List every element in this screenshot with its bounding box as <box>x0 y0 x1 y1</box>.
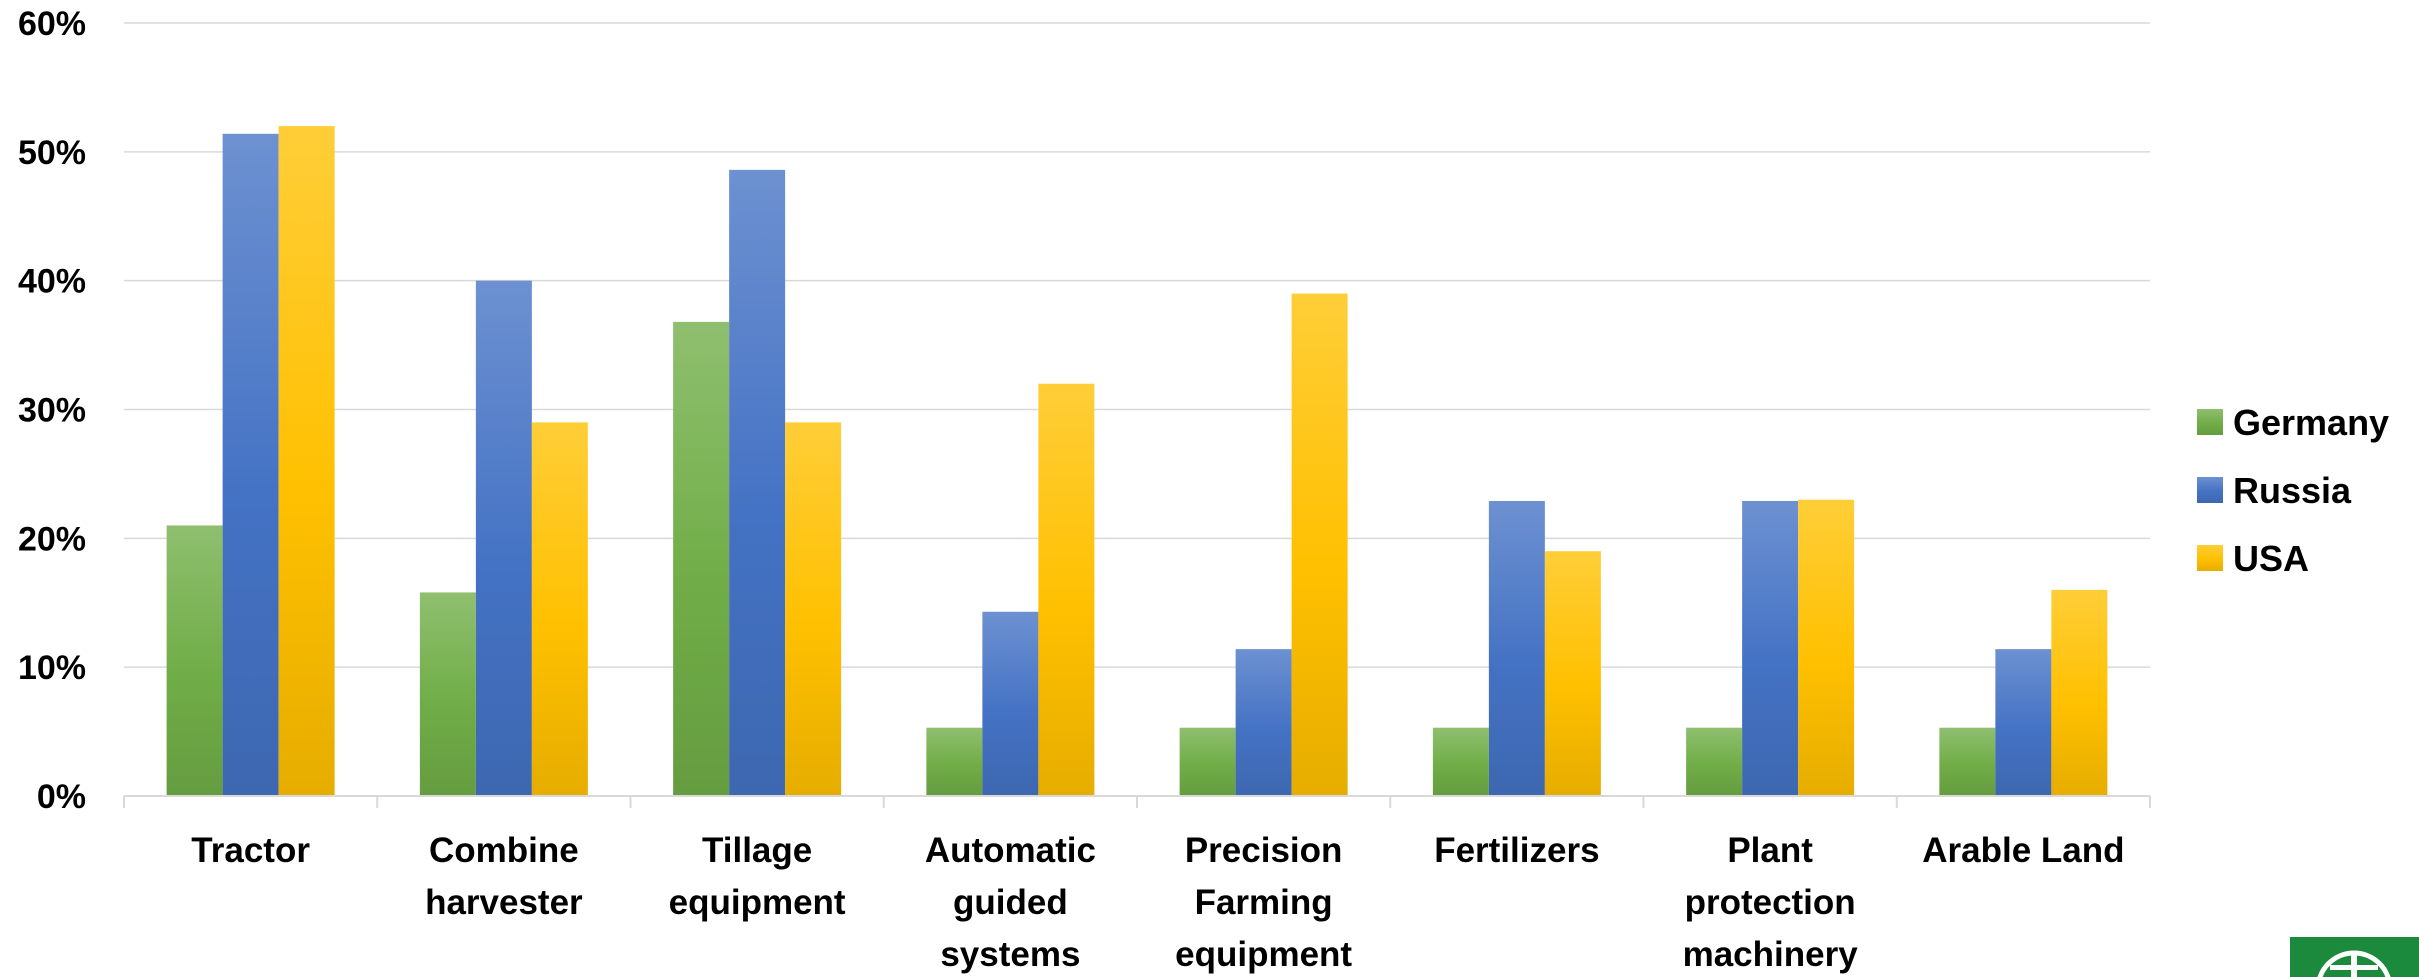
legend-label-russia: Russia <box>2233 470 2352 511</box>
legend-label-germany: Germany <box>2233 402 2389 443</box>
y-tick-label: 20% <box>18 520 86 558</box>
legend-swatch-germany <box>2197 409 2223 435</box>
x-tick-label: Tillage equipment <box>669 831 846 922</box>
bar-usa <box>1038 383 1095 796</box>
x-tick-label: Automatic guided systems <box>925 831 1096 974</box>
bar-germany <box>926 727 983 796</box>
bar-germany <box>166 525 223 796</box>
company-logo-icon <box>2290 937 2419 977</box>
bar-germany <box>1179 727 1236 796</box>
bar-usa <box>278 126 335 797</box>
y-axis: 0% 10% 20% 30% 40% 50% 60% <box>18 5 86 816</box>
x-tick-label: Precision Farming equipment <box>1175 831 1352 974</box>
x-tick-label: Tractor <box>191 831 310 870</box>
legend-label-usa: USA <box>2233 538 2309 579</box>
bar-usa <box>2051 589 2108 796</box>
x-tick-label: Combine harvester <box>425 831 583 922</box>
x-tick-label: Fertilizers <box>1434 831 1599 870</box>
bar-usa <box>1798 499 1855 796</box>
bar-russia <box>729 169 786 796</box>
bar-russia <box>1742 500 1799 796</box>
bar-germany <box>1432 727 1489 796</box>
x-tick-label: Arable Land <box>1922 831 2124 870</box>
bars <box>166 126 2108 797</box>
bar-usa <box>1544 551 1601 796</box>
x-tick-label: Plant protection machinery <box>1683 831 1859 974</box>
category-labels: Tractor Combine harvester Tillage equipment A… <box>191 831 2124 974</box>
y-tick-label: 10% <box>18 649 86 687</box>
bar-russia <box>1488 500 1545 796</box>
bar-usa <box>785 422 842 796</box>
bar-russia <box>1235 649 1292 796</box>
legend-swatch-russia <box>2197 477 2223 503</box>
bar-russia <box>982 611 1039 796</box>
bar-russia <box>222 133 279 797</box>
x-axis <box>123 795 2151 808</box>
bar-russia <box>475 280 532 797</box>
legend-swatch-usa <box>2197 545 2223 571</box>
y-tick-label: 30% <box>18 392 86 430</box>
bar-usa <box>531 422 588 796</box>
bar-usa <box>1291 293 1348 796</box>
y-tick-label: 0% <box>37 778 86 816</box>
y-tick-label: 40% <box>18 263 86 301</box>
bar-germany <box>673 321 730 796</box>
legend: Germany Russia USA <box>2197 402 2389 579</box>
bar-russia <box>1995 649 2052 796</box>
bar-germany <box>1939 727 1996 796</box>
bar-germany <box>419 592 476 796</box>
bar-germany <box>1686 727 1743 796</box>
y-tick-label: 50% <box>18 134 86 172</box>
y-tick-label: 60% <box>18 5 86 43</box>
